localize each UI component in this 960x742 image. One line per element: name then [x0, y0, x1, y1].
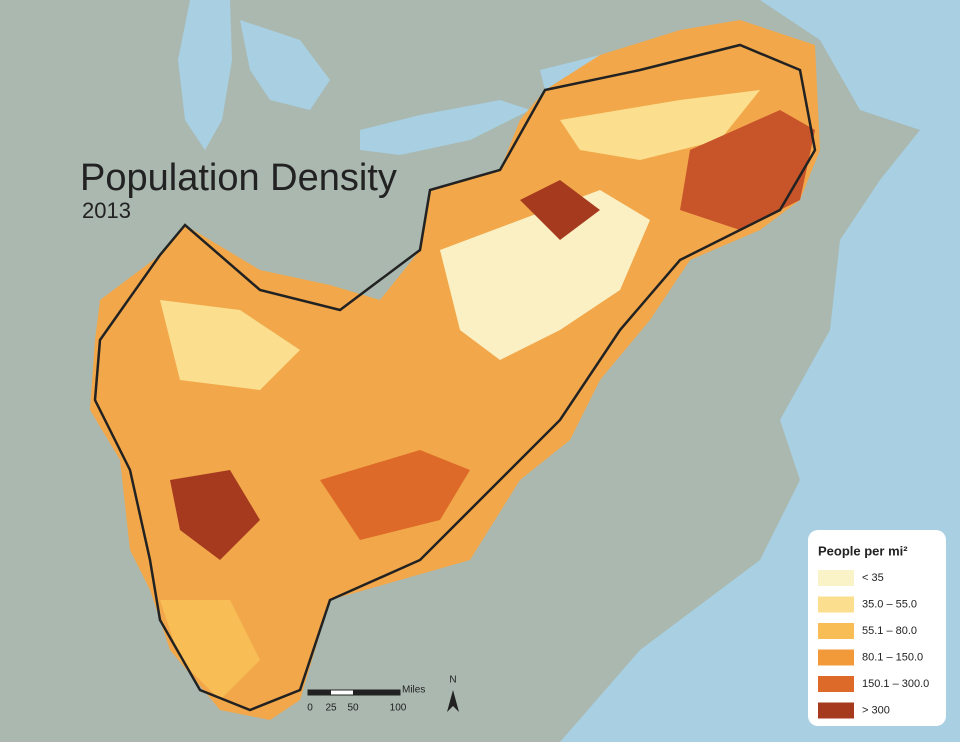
region-patch — [160, 300, 300, 390]
title: Population Density — [80, 157, 397, 199]
legend-swatch — [818, 570, 854, 586]
legend-items: < 35 35.0 – 55.0 55.1 – 80.0 80.1 – 150.0 15… — [818, 570, 929, 719]
region-patch — [520, 180, 600, 240]
lake-michigan — [178, 0, 232, 150]
north-arrow-icon — [447, 690, 459, 712]
scale-bar-segment — [353, 690, 400, 695]
region-patch — [170, 470, 260, 560]
region-patch — [680, 110, 815, 230]
scale-label: 50 — [347, 703, 359, 714]
scale-label: 100 — [390, 703, 407, 714]
legend-label: 55.1 – 80.0 — [862, 625, 917, 637]
region — [90, 20, 820, 720]
legend-label: < 35 — [862, 572, 884, 584]
legend-swatch — [818, 702, 854, 719]
lake-huron — [240, 20, 330, 110]
legend-label: 35.0 – 55.0 — [862, 598, 917, 610]
scale-bar-segment — [308, 690, 331, 695]
legend-swatch — [818, 596, 854, 613]
legend-swatch — [818, 623, 854, 639]
scale-label: 25 — [325, 703, 337, 714]
region-patch — [320, 450, 470, 540]
legend: People per mi² < 35 35.0 – 55.0 55.1 – 80.… — [808, 530, 946, 726]
scale-unit: Miles — [402, 685, 425, 696]
subtitle: 2013 — [82, 198, 131, 223]
north-arrow: N — [447, 675, 459, 712]
legend-title: People per mi² — [818, 543, 908, 558]
legend-label: 80.1 – 150.0 — [862, 651, 923, 663]
legend-label: 150.1 – 300.0 — [862, 678, 929, 690]
lake-erie — [360, 100, 530, 155]
north-label: N — [449, 675, 456, 686]
scale-label: 0 — [307, 703, 313, 714]
scale-bar: Miles 0 25 50 100 — [307, 685, 425, 714]
region-outline — [93, 43, 817, 712]
legend-swatch — [818, 676, 854, 692]
legend-swatch — [818, 649, 854, 666]
legend-label: > 300 — [862, 704, 890, 716]
region-patch — [440, 190, 650, 360]
scale-labels: 0 25 50 100 — [307, 703, 407, 714]
region-patch — [160, 600, 260, 700]
region-fill — [90, 20, 820, 720]
